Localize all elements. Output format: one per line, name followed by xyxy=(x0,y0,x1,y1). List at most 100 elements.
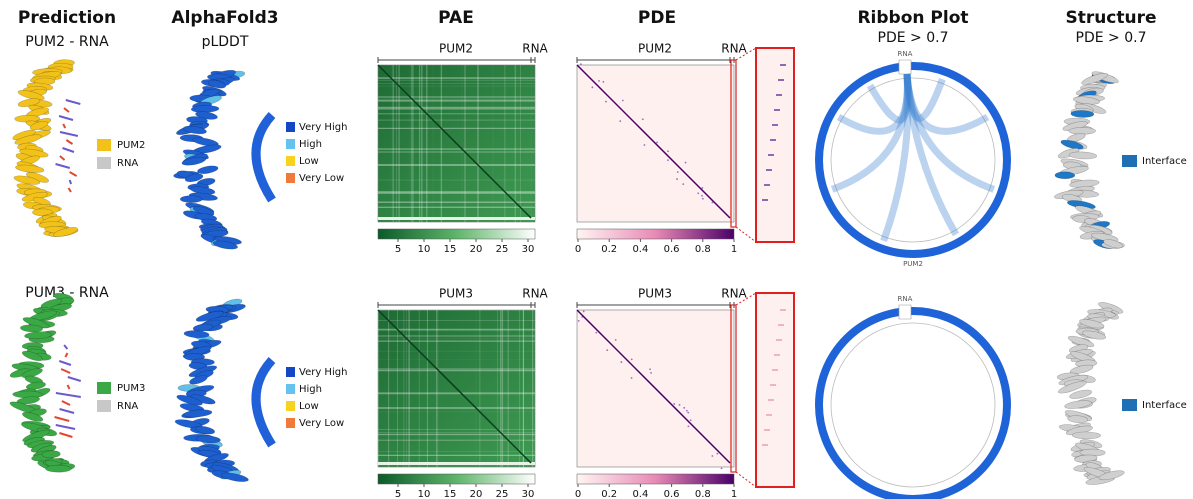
bracket-label: RNA xyxy=(522,287,548,301)
helix xyxy=(197,165,219,175)
header: Ribbon Plot xyxy=(857,8,968,28)
legend-label: PUM2 xyxy=(117,140,145,151)
rna-strand xyxy=(68,179,73,185)
beta-sheet xyxy=(251,111,276,203)
helix xyxy=(1070,110,1095,118)
legend-label: High xyxy=(299,384,322,395)
tick-label: 0.6 xyxy=(664,489,680,499)
chord xyxy=(830,73,911,193)
zoom-box xyxy=(730,59,737,228)
rna-strand xyxy=(59,408,75,414)
legend-swatch xyxy=(97,139,111,151)
contact xyxy=(701,187,704,189)
tick-label: 0.2 xyxy=(601,244,617,255)
diagonal xyxy=(576,309,731,464)
contact xyxy=(716,452,719,455)
subheader: PDE > 0.7 xyxy=(1076,30,1147,46)
bracket-label: RNA xyxy=(522,42,548,56)
header: PAE xyxy=(438,8,474,28)
contact xyxy=(649,368,651,371)
header: Prediction xyxy=(18,8,116,28)
legend-swatch xyxy=(286,367,295,377)
contact xyxy=(676,178,678,180)
contact xyxy=(606,349,609,352)
tick-label: 25 xyxy=(496,244,509,255)
helix xyxy=(1067,335,1095,348)
diagonal xyxy=(377,64,532,219)
helix xyxy=(1079,318,1105,329)
contact xyxy=(667,159,669,162)
rna-strand xyxy=(61,400,71,406)
helix xyxy=(21,350,43,362)
helix xyxy=(24,331,52,340)
legend-label: Low xyxy=(299,401,319,412)
row-label: PUM2 - RNA xyxy=(25,34,109,50)
rna-strand xyxy=(59,131,79,137)
helix xyxy=(195,425,216,435)
colorbar xyxy=(377,473,536,485)
legend-swatch xyxy=(1122,399,1137,411)
rna-strand xyxy=(63,107,70,113)
helix xyxy=(16,396,40,405)
tick-label: 0.4 xyxy=(632,244,648,255)
contact xyxy=(602,81,605,83)
tick-label: 0.4 xyxy=(632,489,648,499)
helix xyxy=(14,134,42,145)
rna-strand xyxy=(60,368,71,374)
helix xyxy=(220,472,249,482)
tick-label: 5 xyxy=(395,489,401,499)
tick-label: 0 xyxy=(575,489,581,499)
contact xyxy=(697,192,700,195)
contact xyxy=(620,361,623,363)
rna-strand xyxy=(55,163,71,169)
helix xyxy=(212,240,238,250)
helix xyxy=(176,394,203,406)
legend-label: High xyxy=(299,139,322,150)
contact xyxy=(685,409,688,412)
rna-strand xyxy=(62,123,67,129)
helix xyxy=(183,409,213,418)
legend-swatch xyxy=(286,122,295,132)
zoom-panel xyxy=(755,292,795,488)
rna-segment xyxy=(898,304,912,320)
zoom-box xyxy=(730,304,737,473)
helix xyxy=(1098,470,1125,481)
contact xyxy=(673,403,676,405)
helix xyxy=(1064,400,1092,409)
rna-strand xyxy=(62,147,75,153)
legend-label: Low xyxy=(299,156,319,167)
helix xyxy=(1103,239,1123,249)
ribbon-label: PUM2 xyxy=(903,260,923,268)
chord xyxy=(903,73,946,122)
colorbar xyxy=(377,228,536,240)
helix xyxy=(1067,415,1089,423)
rna-strand xyxy=(64,352,69,358)
rna-strand xyxy=(65,139,74,145)
legend-label: Very High xyxy=(299,367,347,378)
helix xyxy=(192,137,219,147)
helix xyxy=(45,464,72,473)
bracket-label: RNA xyxy=(721,287,747,301)
tick-label: 15 xyxy=(444,244,457,255)
legend-swatch xyxy=(286,401,295,411)
legend-label: Very Low xyxy=(299,173,344,184)
rna-band xyxy=(378,462,535,465)
legend-swatch xyxy=(286,173,295,183)
chord xyxy=(866,73,912,124)
helix xyxy=(1069,389,1093,399)
helix xyxy=(183,125,207,135)
contact xyxy=(667,150,669,153)
contact xyxy=(720,467,723,470)
contact xyxy=(682,183,685,186)
header: AlphaFold3 xyxy=(171,8,278,28)
legend-swatch xyxy=(97,400,111,412)
legend-label: Very High xyxy=(299,122,347,133)
helix xyxy=(41,450,61,459)
legend-swatch xyxy=(286,156,295,166)
helix xyxy=(1082,330,1107,340)
tick-label: 5 xyxy=(395,244,401,255)
rna-strand xyxy=(55,392,81,398)
ribbon-ring xyxy=(815,307,1011,499)
diagonal xyxy=(576,64,731,219)
tick-label: 0 xyxy=(575,244,581,255)
